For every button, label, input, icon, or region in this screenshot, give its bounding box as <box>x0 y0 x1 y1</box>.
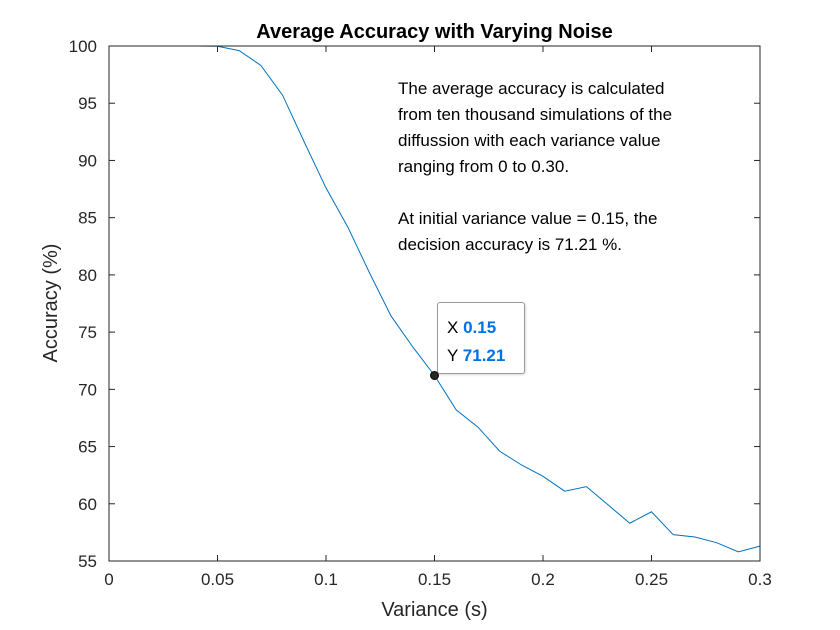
y-tick-label: 95 <box>78 94 97 113</box>
axes-box <box>108 45 761 562</box>
x-tick-label: 0.15 <box>418 570 451 589</box>
data-tip-x-value: 0.15 <box>463 318 497 337</box>
x-tick-label: 0.1 <box>314 570 338 589</box>
y-tick-label: 70 <box>78 380 97 399</box>
annotation-line: ranging from 0 to 0.30. <box>398 157 570 176</box>
data-tip-y-row: Y 71.21 <box>447 342 524 370</box>
data-tip-marker <box>430 370 439 380</box>
annotation-line: from ten thousand simulations of the <box>398 105 673 124</box>
y-tick-label: 65 <box>78 438 97 457</box>
y-tick-label: 60 <box>78 495 97 514</box>
y-tick-label: 55 <box>78 552 97 571</box>
annotation-line: At initial variance value = 0.15, the <box>398 209 658 228</box>
y-tick-label: 100 <box>69 37 97 56</box>
data-tip-x-label: X <box>447 318 459 337</box>
x-tick-label: 0.3 <box>748 570 772 589</box>
data-tip[interactable]: X 0.15 Y 71.21 <box>437 302 525 374</box>
x-tick-label: 0.2 <box>531 570 555 589</box>
x-tick-label: 0.25 <box>635 570 668 589</box>
ticks-layer: 0 0.05 0.1 0.15 0.2 0.25 0.3 55 60 65 70 75 80 85 90 95… <box>69 37 772 589</box>
x-tick-label: 0 <box>104 570 113 589</box>
x-tick-label: 0.05 <box>201 570 234 589</box>
x-axis-label: Variance (s) <box>381 599 487 621</box>
annotation-line: decision accuracy is 71.21 %. <box>398 235 622 254</box>
data-tip-y-label: Y <box>447 346 459 365</box>
chart-title: Average Accuracy with Varying Noise <box>256 21 612 43</box>
chart-annotation: The average accuracy is calculated from … <box>398 76 758 258</box>
y-tick-label: 90 <box>78 151 97 170</box>
axes-background <box>109 46 760 561</box>
y-tick-label: 85 <box>78 209 97 228</box>
data-tip-x-row: X 0.15 <box>447 314 524 342</box>
annotation-line: The average accuracy is calculated <box>398 79 665 98</box>
y-axis-label: Accuracy (%) <box>40 244 62 363</box>
y-tick-label: 75 <box>78 323 97 342</box>
annotation-line: diffussion with each variance value <box>398 131 661 150</box>
data-tip-y-value: 71.21 <box>462 346 506 365</box>
y-tick-label: 80 <box>78 266 97 285</box>
